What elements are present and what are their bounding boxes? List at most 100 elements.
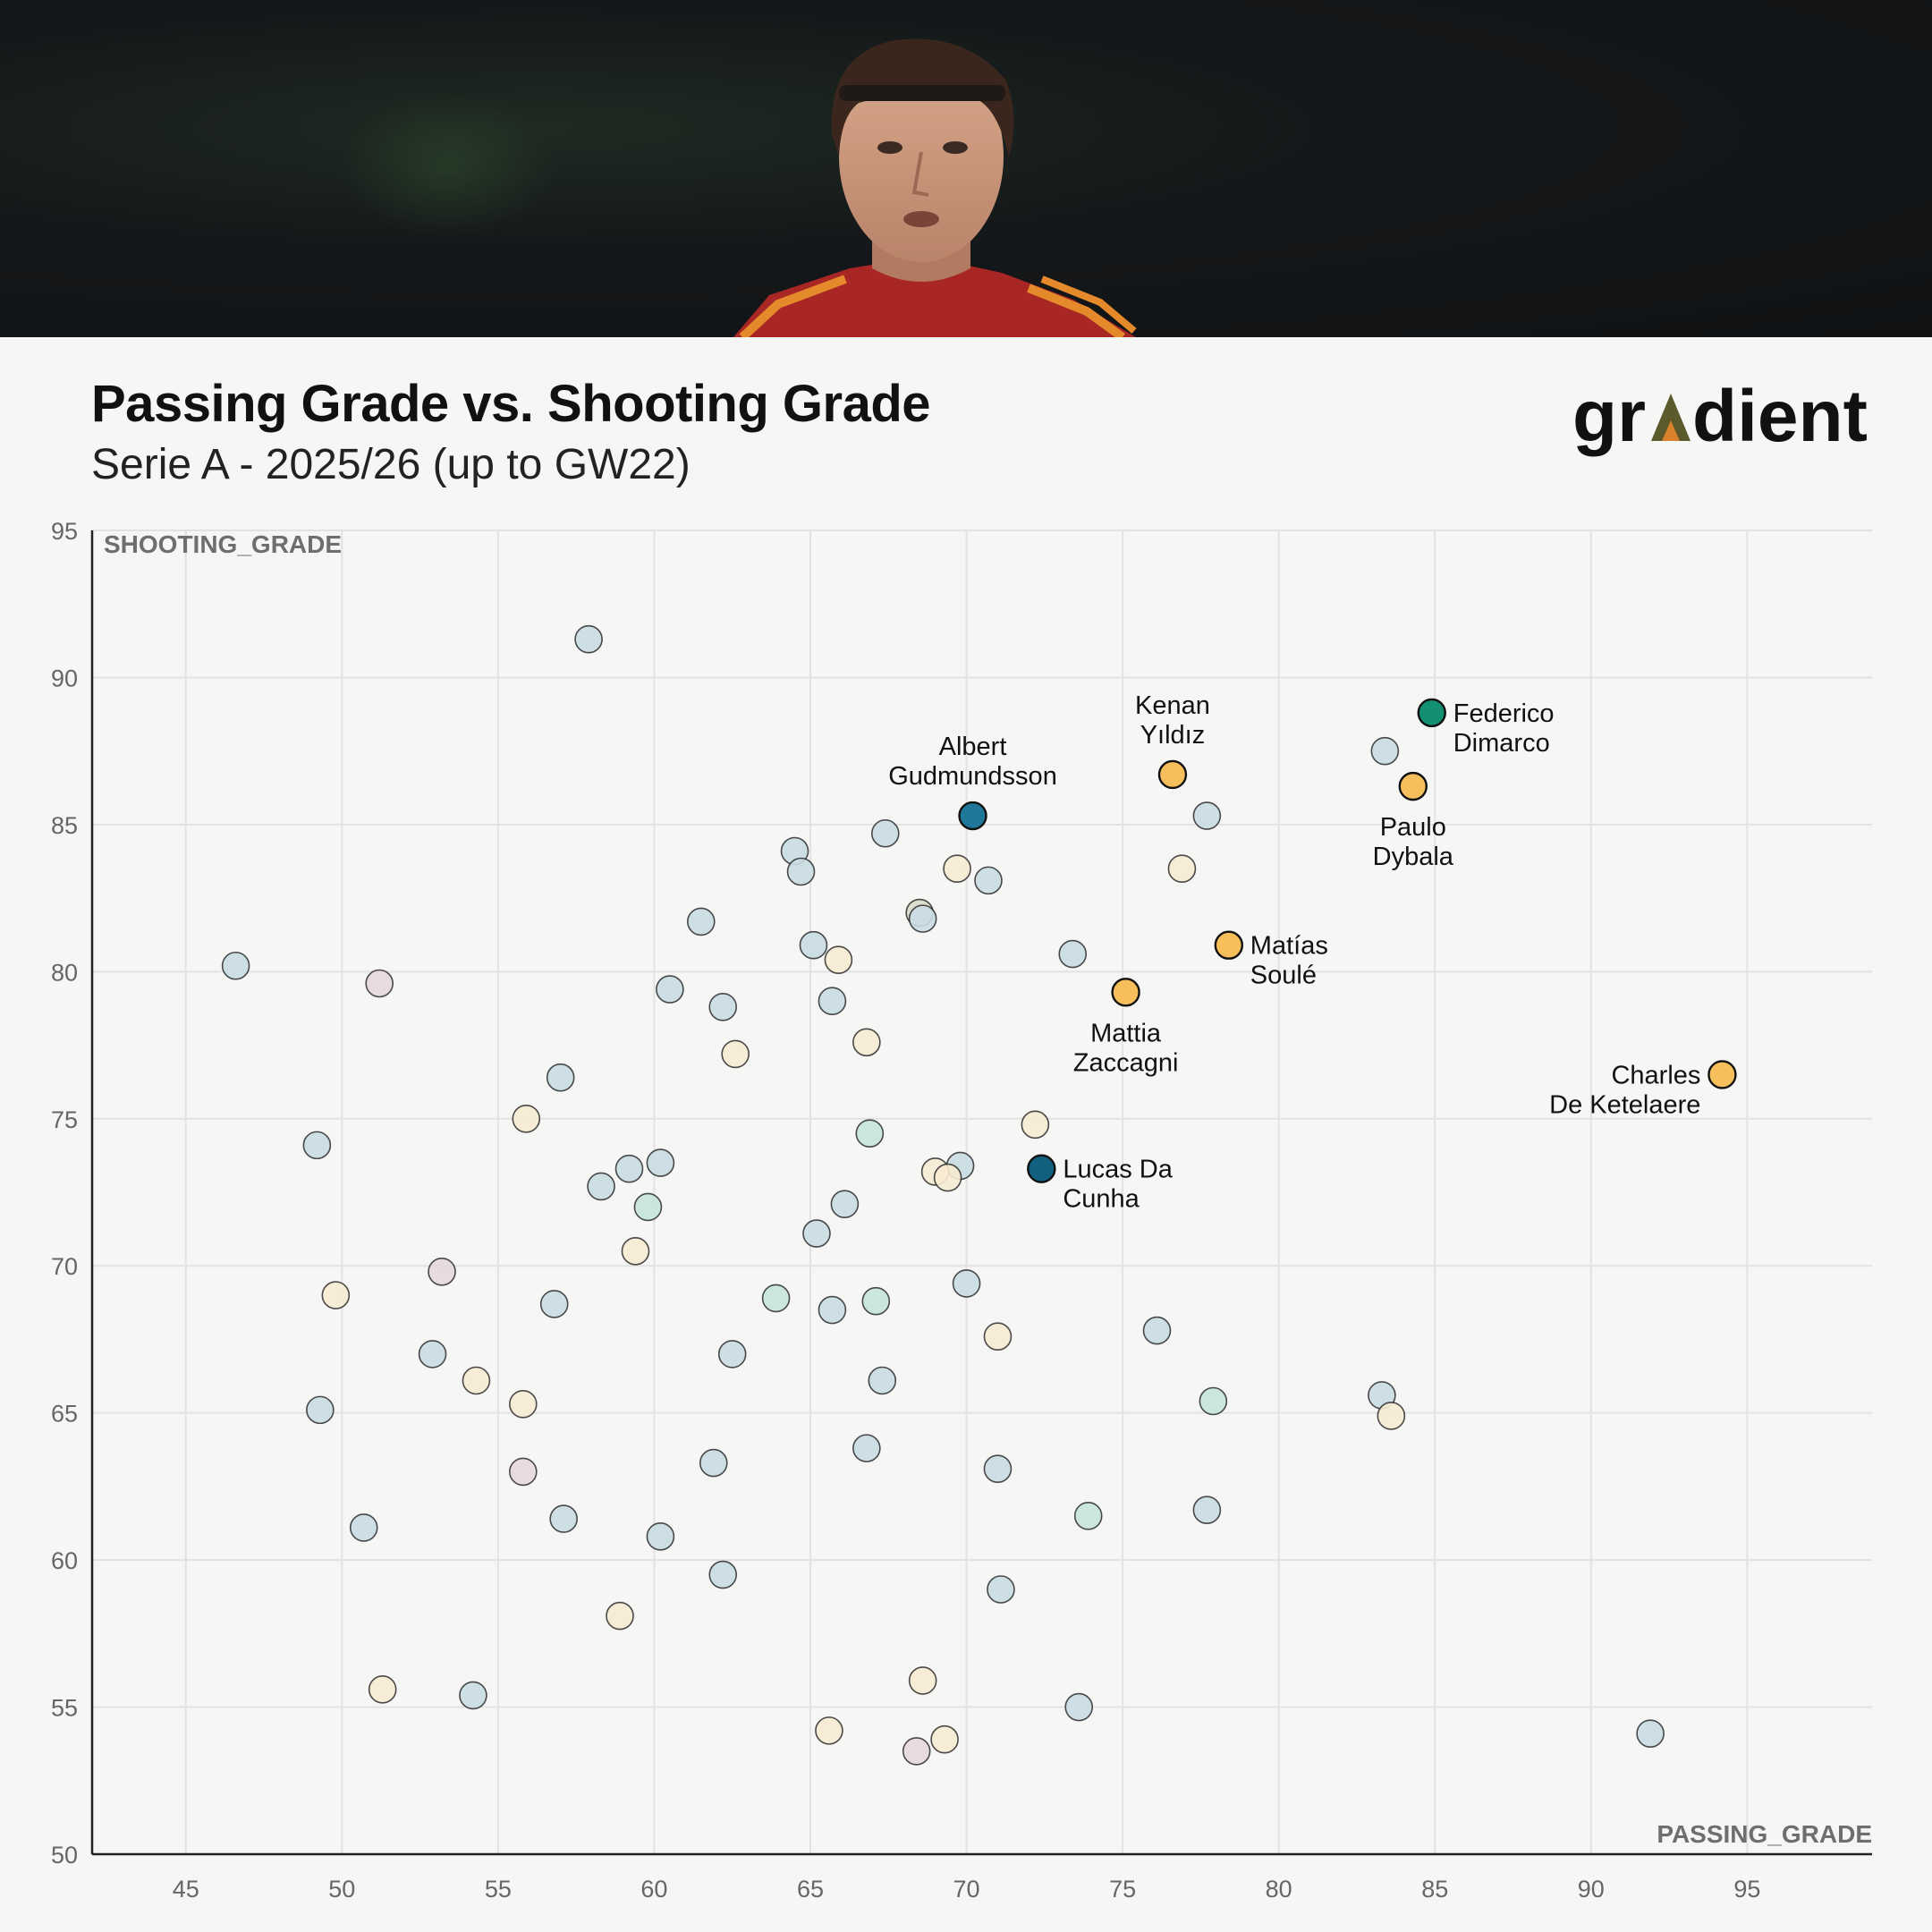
scatter-point <box>587 1172 615 1201</box>
scatter-point <box>349 1513 378 1542</box>
logo-text-2: dient <box>1692 376 1868 457</box>
chart-title: Passing Grade vs. Shooting Grade <box>91 375 931 433</box>
scatter-point <box>306 1395 335 1425</box>
scatter-point <box>983 1322 1013 1351</box>
scatter-point <box>574 624 603 654</box>
x-tick-label: 95 <box>1733 1876 1760 1902</box>
x-tick-label: 65 <box>797 1876 824 1902</box>
player-label: Kenan <box>1135 691 1210 720</box>
scatter-point <box>614 1154 644 1183</box>
highlighted-point <box>1398 771 1428 801</box>
scatter-point <box>818 987 847 1016</box>
scatter-point <box>815 1716 843 1745</box>
scatter-point <box>621 1236 650 1266</box>
scatter-point <box>1377 1402 1406 1430</box>
scatter-point <box>708 1560 738 1589</box>
scatter-point <box>1192 1496 1222 1524</box>
scatter-point <box>462 1366 491 1395</box>
player-label: Zaccagni <box>1073 1048 1179 1077</box>
scatter-point <box>908 904 937 933</box>
scatter-point <box>902 1737 931 1766</box>
logo-accent-icon <box>1651 394 1690 441</box>
scatter-point <box>365 969 394 998</box>
highlighted-point <box>1157 759 1188 790</box>
player-label: Dybala <box>1373 843 1454 871</box>
scatter-point <box>761 1284 791 1313</box>
scatter-point <box>1199 1386 1228 1416</box>
scatter-point <box>717 1340 747 1368</box>
scatter-point <box>952 1269 981 1298</box>
y-tick-label: 85 <box>51 812 78 839</box>
scatter-point <box>943 854 971 884</box>
scatter-point <box>656 975 684 1004</box>
scatter-point <box>418 1340 447 1368</box>
scatter-point <box>512 1104 541 1133</box>
player-label: De Ketelaere <box>1549 1090 1700 1119</box>
scatter-point <box>549 1504 578 1533</box>
y-tick-label: 55 <box>51 1695 78 1722</box>
y-tick-label: 75 <box>51 1106 78 1133</box>
x-tick-label: 55 <box>485 1876 512 1902</box>
scatter-point <box>983 1454 1013 1483</box>
player-label: Yıldız <box>1140 721 1206 750</box>
scatter-point <box>855 1119 885 1148</box>
scatter-point <box>302 1131 332 1160</box>
x-tick-label: 50 <box>328 1876 355 1902</box>
scatter-point <box>721 1039 750 1069</box>
x-tick-label: 70 <box>953 1876 980 1902</box>
scatter-point <box>1058 939 1088 969</box>
y-tick-label: 60 <box>51 1547 78 1574</box>
scatter-point <box>646 1148 675 1177</box>
scatter-point <box>974 866 1003 895</box>
x-tick-label: 75 <box>1109 1876 1136 1902</box>
scatter-point <box>1064 1692 1094 1722</box>
scatter-point <box>861 1286 891 1316</box>
player-label: Mattia <box>1090 1019 1162 1047</box>
scatter-point <box>1021 1110 1050 1140</box>
player-label: Lucas Da <box>1063 1156 1173 1184</box>
scatter-point <box>368 1675 397 1704</box>
y-tick-label: 90 <box>51 665 78 691</box>
highlighted-point <box>1027 1154 1056 1183</box>
y-tick-label: 95 <box>51 518 78 545</box>
y-axis-label: SHOOTING_GRADE <box>104 530 342 558</box>
highlighted-point <box>1111 978 1140 1007</box>
scatter-point <box>633 1192 663 1222</box>
scatter-point <box>852 1434 881 1462</box>
gradient-logo: gr dient <box>1572 376 1868 457</box>
x-axis-label: PASSING_GRADE <box>1657 1820 1872 1848</box>
scatter-point <box>606 1601 634 1631</box>
scatter-point <box>868 1366 897 1395</box>
y-tick-label: 50 <box>51 1842 78 1868</box>
chart-subtitle: Serie A - 2025/26 (up to GW22) <box>91 441 691 488</box>
scatter-point <box>818 1295 847 1325</box>
scatter-point <box>1636 1719 1665 1748</box>
scatter-point <box>1370 736 1400 766</box>
x-tick-label: 45 <box>173 1876 199 1902</box>
player-label: Charles <box>1611 1061 1700 1089</box>
scatter-point <box>428 1258 456 1286</box>
header-photo <box>0 0 1932 337</box>
player-label: Soulé <box>1250 962 1317 990</box>
scatter-point <box>221 951 250 980</box>
logo-text-1: gr <box>1572 376 1646 457</box>
highlighted-point <box>958 801 987 831</box>
scatter-point <box>1167 854 1197 884</box>
scatter-point <box>539 1290 569 1318</box>
player-label: Dimarco <box>1453 729 1550 758</box>
scatter-point <box>1192 801 1222 830</box>
scatter-point <box>852 1028 881 1057</box>
scatter-point <box>908 1666 937 1695</box>
scatter-point <box>870 818 900 848</box>
scatter-point <box>459 1681 487 1710</box>
scatter-point <box>1142 1316 1172 1345</box>
scatter-point <box>930 1724 959 1754</box>
scatter-point <box>686 907 716 936</box>
player-label: Gudmundsson <box>888 762 1057 791</box>
scatter-point <box>321 1281 351 1309</box>
scatter-point <box>1073 1501 1103 1530</box>
scatter-point <box>708 993 738 1021</box>
x-tick-label: 60 <box>640 1876 667 1902</box>
scatter-point <box>508 1457 538 1487</box>
x-tick-label: 85 <box>1421 1876 1448 1902</box>
